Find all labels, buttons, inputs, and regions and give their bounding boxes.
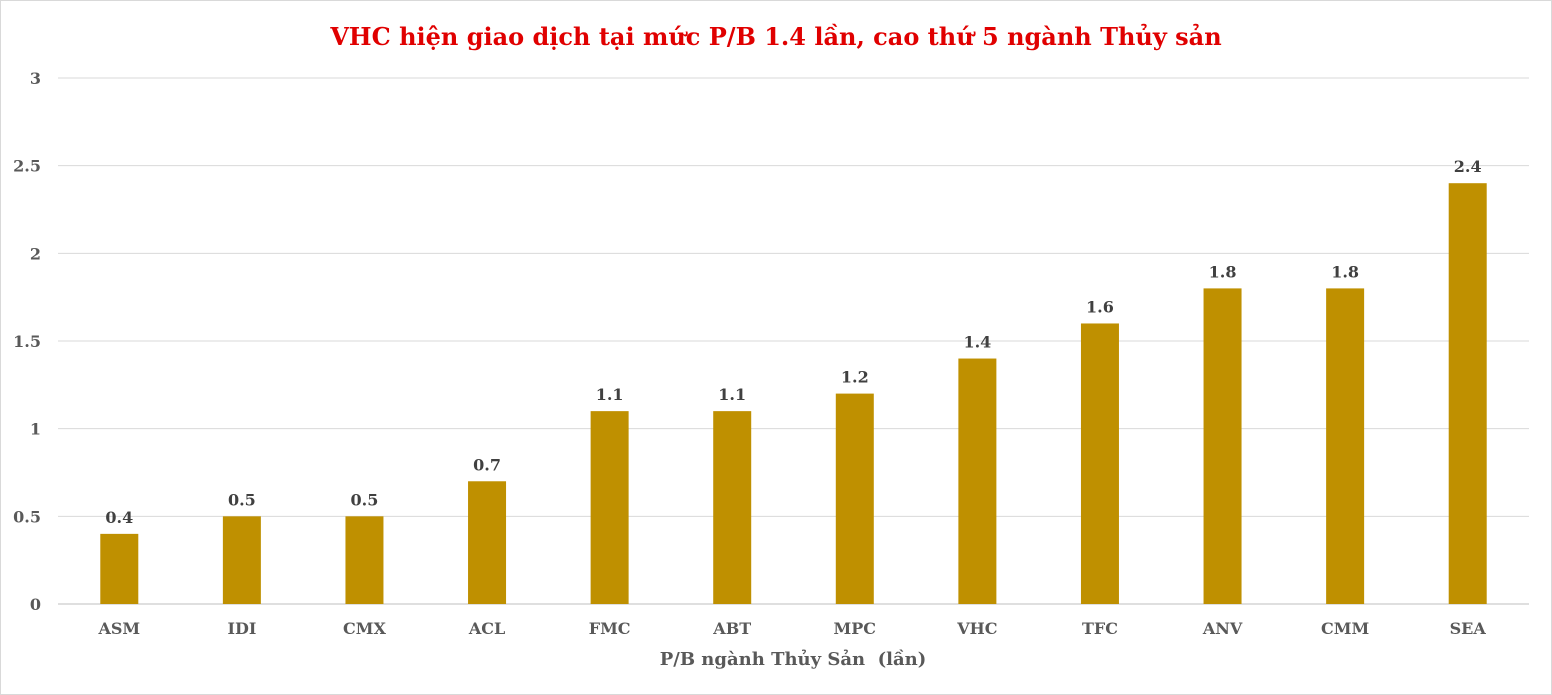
bar-abt	[713, 411, 752, 604]
x-tick-label-fmc: FMC	[589, 619, 631, 638]
y-tick-label: 3	[30, 69, 41, 88]
data-label-asm: 0.4	[105, 508, 133, 527]
x-tick-label-mpc: MPC	[834, 619, 876, 638]
bar-anv	[1203, 288, 1242, 604]
data-label-cmx: 0.5	[351, 490, 379, 509]
gridlines	[58, 77, 1529, 605]
data-label-anv: 1.8	[1209, 262, 1237, 281]
y-axis-ticks: 0 0.5 1 1.5 2 2.5 3	[13, 69, 41, 614]
x-tick-label-tfc: TFC	[1082, 619, 1118, 638]
data-label-sea: 2.4	[1454, 157, 1482, 176]
bar-acl	[468, 481, 507, 604]
y-tick-label: 1.5	[13, 332, 41, 351]
y-tick-label: 0.5	[13, 507, 41, 526]
y-tick-label: 1	[30, 420, 41, 439]
x-tick-label-idi: IDI	[227, 619, 256, 638]
x-tick-label-vhc: VHC	[956, 619, 997, 638]
x-tick-label-cmm: CMM	[1321, 619, 1369, 638]
bar-idi	[222, 516, 261, 604]
data-label-vhc: 1.4	[963, 333, 991, 352]
x-axis-title: P/B ngành Thủy Sản (lần)	[660, 648, 927, 670]
data-labels: 0.4 0.5 0.5 0.7 1.1 1.1 1.2 1.4 1.6 1.8 1.8 2.4	[105, 157, 1481, 527]
x-axis-ticks: ASM IDI CMX ACL FMC ABT MPC VHC TFC ANV CMM SEA	[97, 619, 1486, 638]
data-label-cmm: 1.8	[1331, 262, 1359, 281]
bar-mpc	[835, 393, 874, 604]
chart-title: VHC hiện giao dịch tại mức P/B 1.4 lần, …	[329, 22, 1221, 51]
bar-tfc	[1080, 323, 1119, 604]
y-tick-label: 2.5	[13, 157, 41, 176]
bar-cmx	[345, 516, 384, 604]
bar-fmc	[590, 411, 629, 604]
y-tick-label: 2	[30, 244, 41, 263]
data-label-fmc: 1.1	[596, 385, 624, 404]
data-label-tfc: 1.6	[1086, 297, 1114, 316]
bar-vhc	[958, 358, 997, 604]
bar-asm	[100, 533, 139, 604]
y-tick-label: 0	[30, 595, 41, 614]
bars	[100, 183, 1487, 604]
bar-cmm	[1326, 288, 1365, 604]
data-label-mpc: 1.2	[841, 368, 869, 387]
data-label-acl: 0.7	[473, 455, 501, 474]
data-label-abt: 1.1	[718, 385, 746, 404]
x-tick-label-asm: ASM	[97, 619, 140, 638]
x-tick-label-cmx: CMX	[343, 619, 386, 638]
x-tick-label-anv: ANV	[1202, 619, 1243, 638]
x-tick-label-sea: SEA	[1450, 619, 1487, 638]
data-label-idi: 0.5	[228, 490, 256, 509]
bar-sea	[1448, 183, 1487, 604]
x-tick-label-acl: ACL	[468, 619, 505, 638]
x-tick-label-abt: ABT	[712, 619, 751, 638]
